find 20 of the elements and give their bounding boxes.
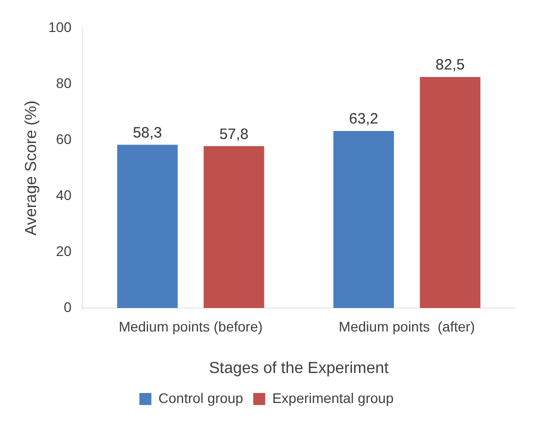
legend-label: Control group	[158, 390, 244, 406]
x-tick-label: Medium points (before)	[118, 318, 263, 334]
bar	[117, 144, 178, 308]
bar	[204, 146, 264, 308]
data-label: 58,3	[132, 124, 162, 142]
y-tick-label: 100	[48, 18, 72, 35]
y-tick-label: 80	[56, 74, 72, 91]
y-axis-title: Average Score (%)	[23, 100, 40, 236]
y-tick-label: 0	[64, 298, 72, 315]
data-label: 82,5	[436, 56, 465, 74]
data-label: 63,2	[349, 110, 378, 128]
bar	[333, 131, 394, 308]
legend-label: Experimental group	[272, 390, 394, 406]
x-tick-label: Medium points (after)	[338, 318, 475, 334]
y-tick-label: 40	[56, 186, 72, 203]
x-axis-title: Stages of the Experiment	[208, 360, 390, 377]
data-label: 57,8	[219, 126, 249, 143]
bar	[420, 77, 480, 308]
y-tick-label: 20	[56, 242, 72, 259]
y-tick-label: 60	[56, 130, 72, 147]
